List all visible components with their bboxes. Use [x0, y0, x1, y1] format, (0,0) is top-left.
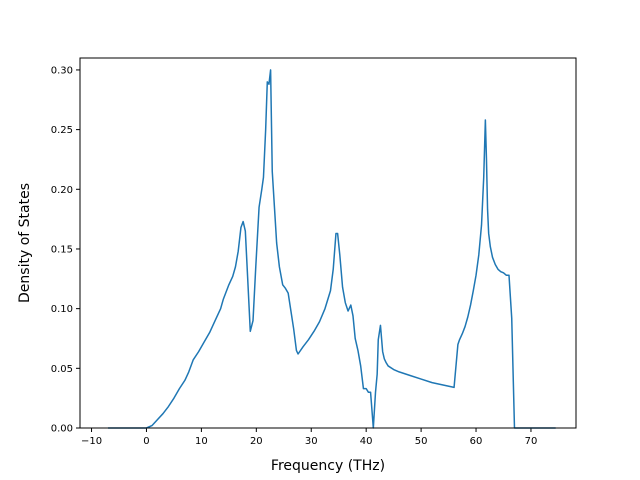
series-lines — [108, 69, 556, 429]
x-tick-label: −10 — [81, 436, 102, 447]
x-tick-label: 30 — [305, 436, 318, 447]
plot-frame — [79, 57, 577, 429]
x-tick-label: 10 — [195, 436, 208, 447]
x-tick-label: 50 — [415, 436, 428, 447]
x-axis-ticks: −10 0 10 20 30 40 50 60 70 — [81, 428, 537, 447]
y-tick-label: 0.15 — [51, 244, 73, 255]
y-tick-label: 0.10 — [51, 304, 73, 315]
x-tick-label: 0 — [143, 436, 149, 447]
x-tick-label: 20 — [250, 436, 263, 447]
x-axis-label: Frequency (THz) — [271, 458, 385, 474]
x-tick-label: 70 — [525, 436, 538, 447]
y-tick-label: 0.00 — [51, 424, 73, 435]
y-tick-label: 0.05 — [51, 364, 73, 375]
y-tick-label: 0.30 — [51, 65, 73, 76]
y-axis-ticks: 0.00 0.05 0.10 0.15 0.20 0.25 0.30 — [51, 65, 80, 435]
x-tick-label: 40 — [360, 436, 373, 447]
y-tick-label: 0.25 — [51, 125, 73, 136]
x-tick-label: 60 — [470, 436, 483, 447]
dos-line — [108, 69, 556, 429]
y-tick-label: 0.20 — [51, 185, 73, 196]
y-axis-label: Density of States — [17, 183, 33, 303]
